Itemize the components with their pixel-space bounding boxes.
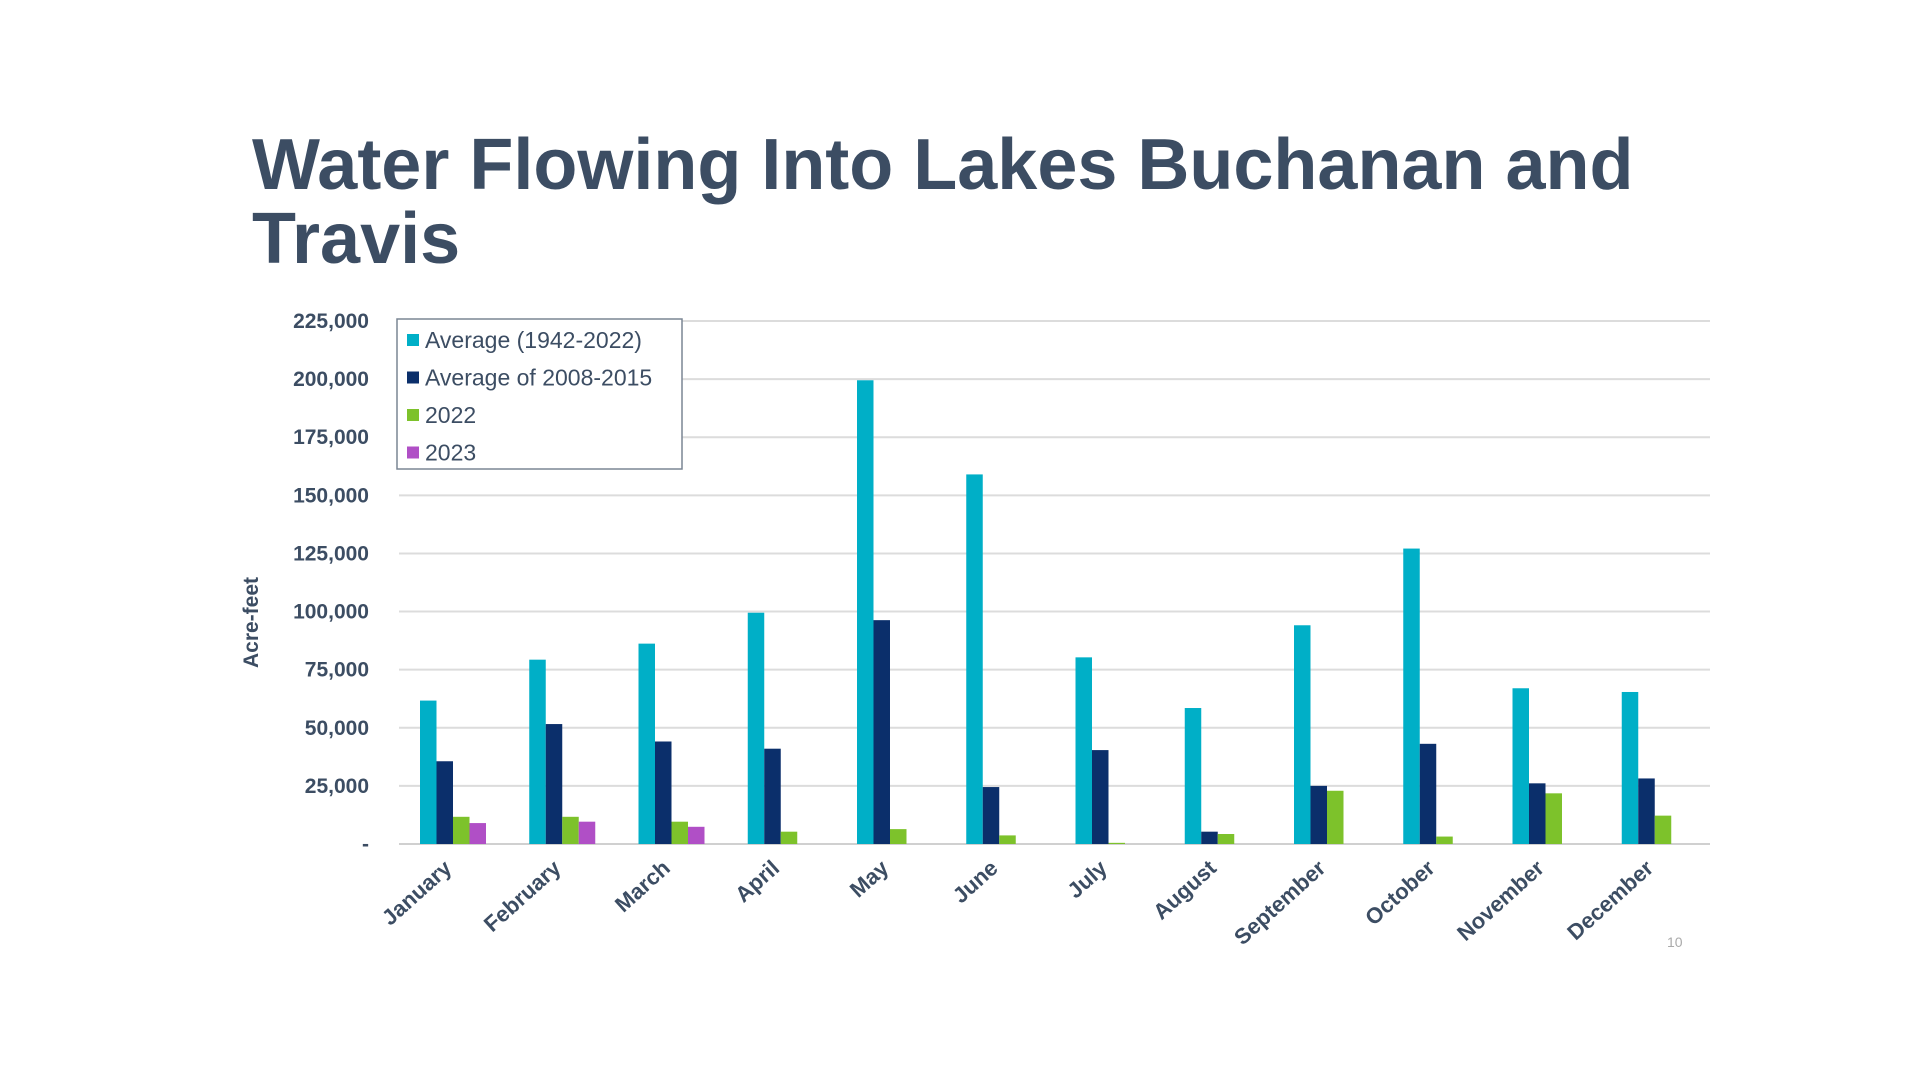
legend-label: 2023 [425,440,476,466]
bar-average-1942-2022--august [1184,708,1202,844]
bar-2022-april [780,831,798,844]
bar-average-of-2008-2015-march [655,741,672,844]
bar-2022-november [1545,793,1562,844]
bar-2022-june [999,835,1016,844]
bar-average-of-2008-2015-april [764,748,781,844]
bar-2022-december [1654,815,1672,844]
x-tick-label: August [1148,855,1222,925]
x-tick-label: June [948,855,1003,908]
bar-average-of-2008-2015-august [1201,831,1218,844]
bar-average-1942-2022--july [1075,657,1092,844]
bar-average-1942-2022--october [1403,548,1420,844]
y-tick-label: 100,000 [293,601,369,624]
bar-2022-may [890,829,907,844]
legend-label: Average (1942-2022) [425,327,642,353]
y-tick-label: - [362,833,369,856]
bar-average-1942-2022--may [857,380,874,844]
bar-average-of-2008-2015-july [1092,750,1109,844]
legend-swatch [407,334,419,346]
x-tick-label: November [1452,855,1549,946]
bar-average-of-2008-2015-january [436,761,453,844]
bar-2022-july [1108,842,1125,844]
y-axis-label: Acre-feet [240,577,263,668]
bar-average-of-2008-2015-november [1529,783,1546,844]
x-tick-label: March [610,855,675,917]
bar-average-1942-2022--june [966,474,983,844]
bar-2022-october [1436,836,1453,844]
x-tick-label: October [1360,855,1440,930]
bar-average-of-2008-2015-september [1310,785,1327,844]
legend-label: 2022 [425,402,476,428]
y-tick-label: 225,000 [293,310,369,333]
legend-box [396,318,683,470]
bar-average-1942-2022--december [1621,691,1639,844]
x-tick-label: February [479,855,566,937]
x-tick-label: September [1229,855,1331,950]
bar-2023-january [469,823,486,844]
x-tick-label: May [845,855,894,903]
bar-2023-february [578,821,596,844]
x-tick-label: January [377,855,457,931]
bar-2022-august [1217,834,1235,844]
bar-average-of-2008-2015-june [982,787,1000,844]
bar-average-1942-2022--january [420,700,437,844]
bar-2022-february [562,816,579,844]
y-tick-label: 125,000 [293,542,369,565]
x-tick-label: April [730,855,784,907]
legend-swatch [407,409,419,421]
y-tick-label: 75,000 [305,659,369,682]
x-tick-label: December [1562,855,1658,945]
y-tick-label: 150,000 [293,484,369,507]
bar-average-1942-2022--september [1294,625,1311,844]
legend-label: Average of 2008-2015 [425,365,652,391]
legend-swatch [407,446,419,459]
legend-swatch [407,371,419,384]
bar-2022-september [1327,790,1344,844]
bar-2023-march [688,826,705,844]
bar-average-of-2008-2015-february [545,724,563,844]
x-tick-label: July [1062,855,1112,904]
bar-average-of-2008-2015-may [873,620,890,844]
bar-average-1942-2022--march [638,643,655,844]
bar-average-of-2008-2015-october [1419,743,1437,844]
y-tick-label: 25,000 [305,775,369,798]
y-tick-label: 50,000 [305,717,369,740]
bar-average-1942-2022--april [747,612,765,844]
bar-average-of-2008-2015-december [1638,778,1655,844]
bar-2022-january [453,816,470,844]
bar-2022-march [671,821,688,844]
y-tick-label: 175,000 [293,426,369,449]
page-number: 10 [1667,934,1683,950]
chart-title: Water Flowing Into Lakes Buchanan and Tr… [252,125,1634,279]
bar-average-1942-2022--february [529,659,546,844]
bar-average-1942-2022--november [1512,688,1529,844]
y-tick-label: 200,000 [293,368,369,391]
